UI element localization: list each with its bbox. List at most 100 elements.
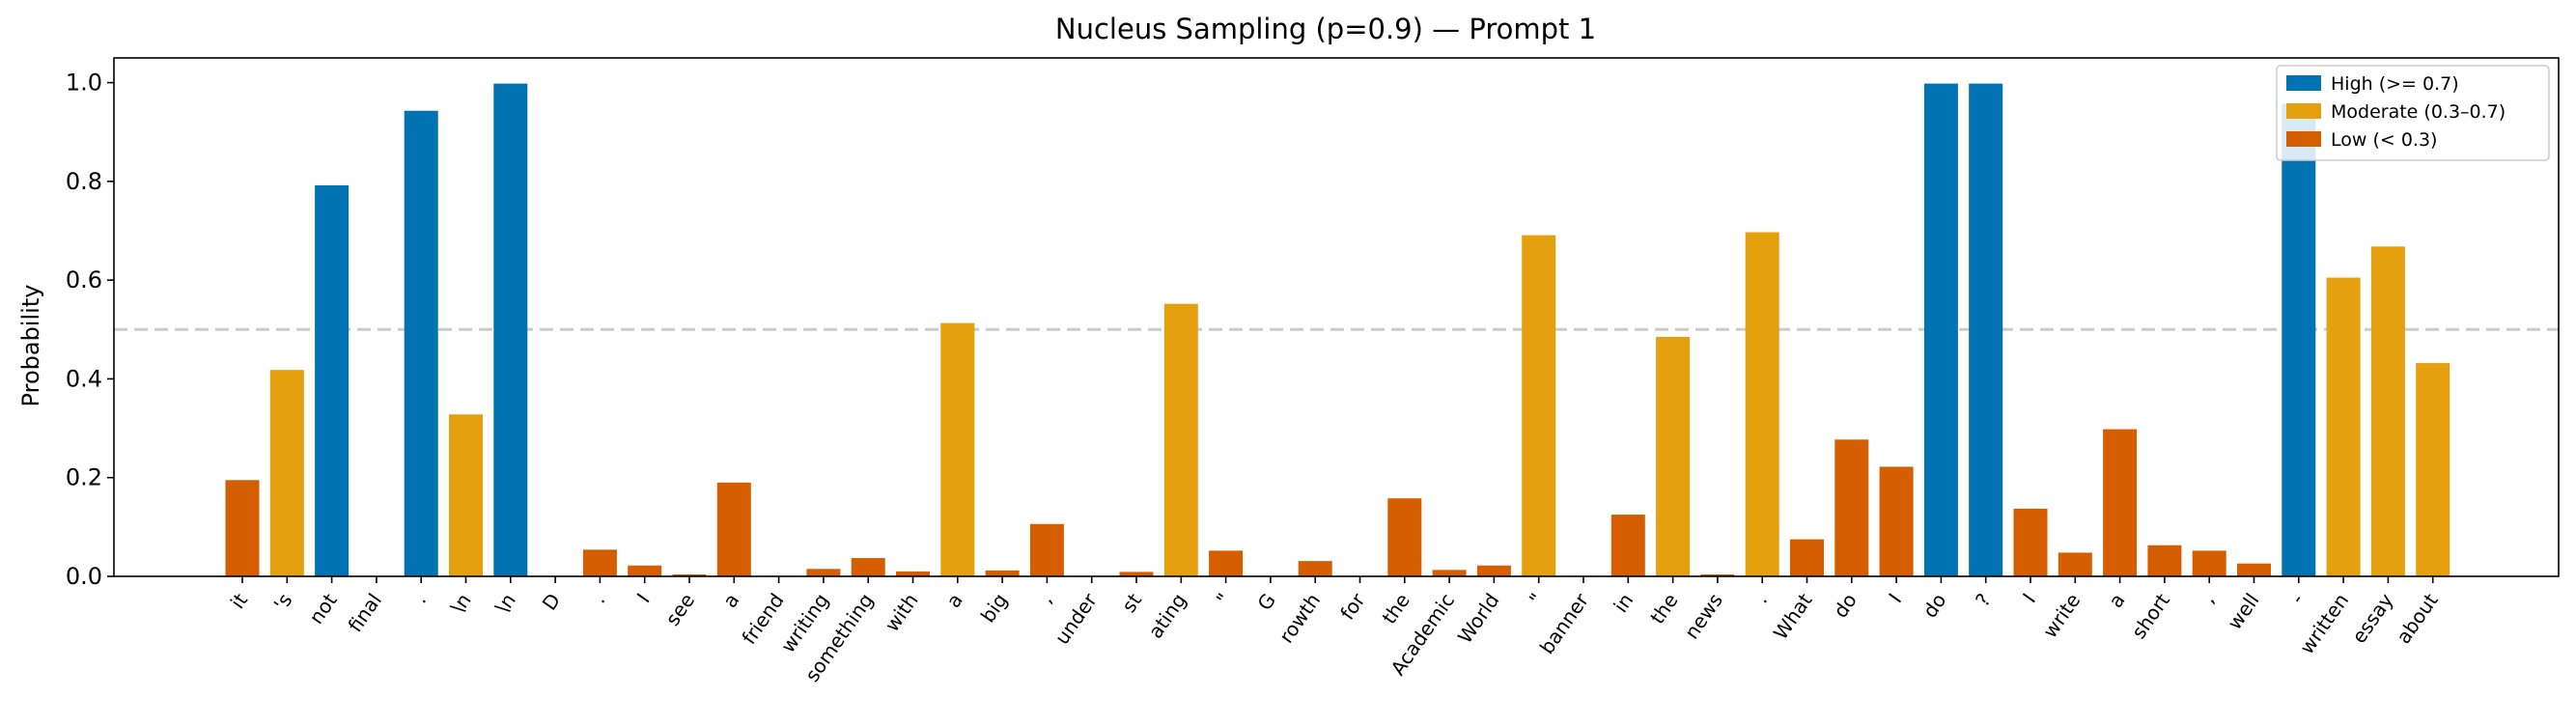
x-tick-label: rowth [1274,589,1325,647]
x-tick-label: under [1050,588,1103,648]
x-tick-label: . [408,589,431,607]
x-tick-label: What [1769,589,1817,644]
bar [2326,277,2361,576]
y-tick-label: 1.0 [66,70,102,97]
x-tick-label: big [976,589,1012,627]
y-tick-label: 0.2 [66,464,102,491]
bar [1163,303,1198,576]
legend-label: High (>= 0.7) [2331,73,2459,95]
x-tick-label: I [1884,589,1906,607]
y-tick-label: 0.4 [66,365,102,392]
bar [2058,552,2092,576]
y-tick-label: 0.6 [66,266,102,293]
x-tick-label: " [1525,589,1549,609]
x-tick-label: a [718,589,744,612]
x-tick-label: st [1117,589,1146,617]
bar [806,569,841,576]
x-tick-label: 's [269,589,297,615]
bar [269,370,304,576]
plot-frame [113,57,2560,577]
bar [1745,232,1779,576]
bar [225,480,260,576]
bar [1476,565,1511,576]
bar [1790,539,1824,576]
x-tick-label: \n [446,589,476,618]
bar [1610,515,1645,576]
x-tick-label: - [2285,589,2309,608]
chart-title: Nucleus Sampling (p=0.9) — Prompt 1 [1055,13,1596,45]
x-tick-label: \n [490,589,520,618]
x-tick-label: essay [2347,589,2398,648]
x-tick-label: short [2127,589,2174,643]
x-tick-label: ? [1971,589,1996,610]
bar [1656,336,1691,576]
bar [851,558,885,576]
x-tick-label: the [1377,589,1414,628]
bar [1298,561,1332,576]
legend-swatch [2286,103,2321,119]
x-tick-label: a [941,589,967,612]
bar [985,570,1020,576]
x-tick-label: . [1750,589,1772,607]
legend-swatch [2286,75,2321,91]
x-tick-label: about [2392,589,2443,648]
y-tick-label: 0.0 [66,563,102,590]
bar [493,83,528,576]
bar [628,565,662,576]
bar [1834,439,1869,576]
bar [449,414,483,576]
bar [1029,523,1064,576]
x-tick-label: it [226,589,252,613]
x-tick-label: , [2197,589,2219,607]
y-axis-label: Probability [17,285,44,407]
y-tick-label: 0.8 [66,168,102,195]
bar [1879,466,1914,576]
bar [2147,544,2182,576]
x-tick-label: well [2223,589,2263,633]
x-tick-label: banner [1535,588,1594,657]
bar [1700,573,1735,576]
bar [2192,550,2226,576]
bar [2103,429,2138,576]
bar [2416,363,2450,576]
x-tick-label: G [1252,589,1280,614]
bar [1522,235,1556,577]
bar [2237,563,2271,576]
x-tick-label: in [1609,589,1638,617]
bar [582,549,617,576]
x-tick-label: . [587,589,609,607]
x-tick-label: not [304,589,342,628]
x-tick-label: D [538,589,565,614]
bar [315,184,350,576]
bar [940,322,975,576]
bar [1969,83,2003,576]
legend-box [2276,65,2550,161]
bar [1119,572,1154,576]
bar [404,110,438,577]
bar [1923,83,1958,576]
x-tick-label: , [1034,589,1056,607]
bar [1209,550,1244,576]
bar [716,482,751,576]
x-tick-label: World [1453,589,1504,648]
x-tick-label: I [632,589,655,607]
x-tick-label: a [2104,589,2130,612]
legend-swatch [2286,131,2321,147]
x-tick-label: I [2018,589,2040,607]
x-tick-label: final [344,589,386,636]
bar [672,573,707,576]
x-tick-label: do [1918,589,1951,622]
x-tick-label: ating [1143,589,1190,643]
bar [896,571,930,576]
x-tick-label: do [1829,589,1862,622]
x-tick-label: news [1680,589,1727,643]
bar [2282,103,2316,576]
x-tick-label: for [1335,588,1370,624]
bar [2370,246,2405,576]
legend-label: Low (< 0.3) [2331,129,2437,151]
bar [1387,498,1422,576]
x-tick-label: see [660,589,699,629]
